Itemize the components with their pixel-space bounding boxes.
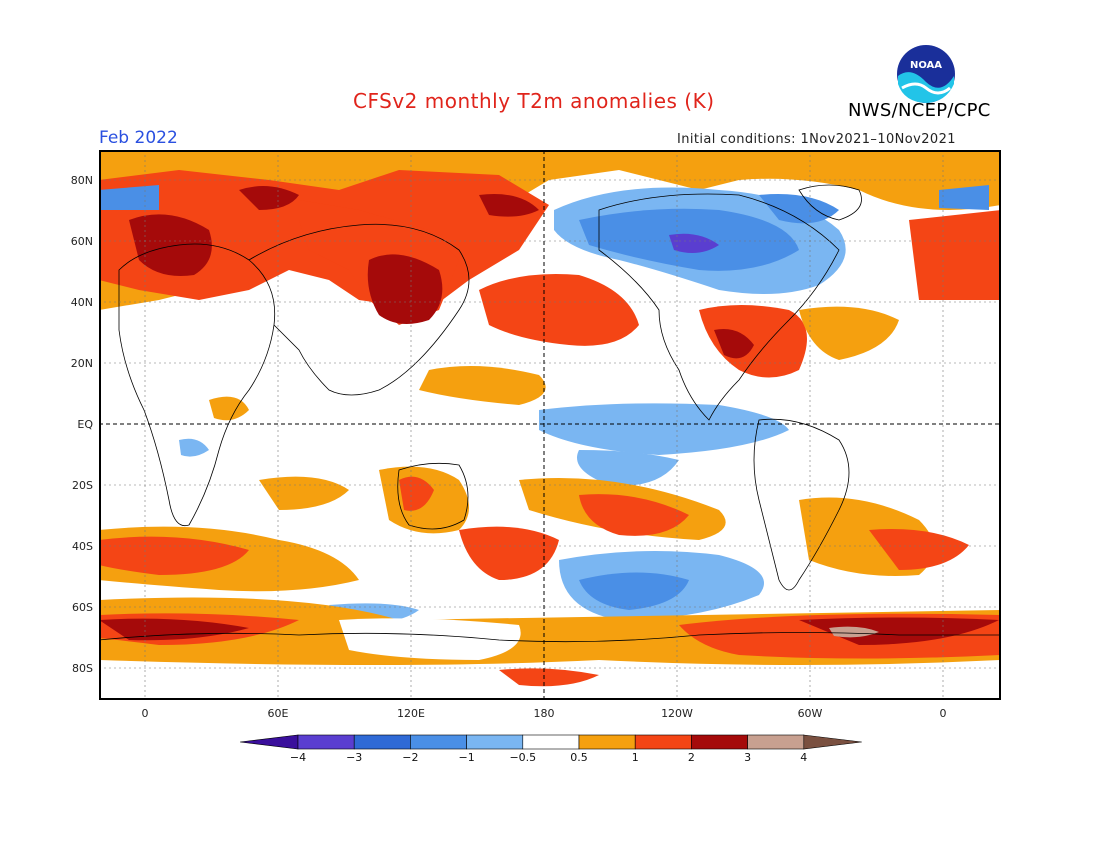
map-frame [99, 150, 1001, 700]
lon-label: 180 [533, 707, 555, 720]
logo-text: NOAA [910, 60, 942, 71]
colorbar-label: 4 [800, 751, 808, 764]
lat-label: 20S [72, 479, 93, 492]
colorbar-swatch [522, 734, 580, 750]
lon-label: 0 [141, 707, 149, 720]
lat-label: 40S [72, 540, 93, 553]
lat-label: 80N [70, 174, 93, 187]
colorbar-swatch [747, 734, 805, 750]
map-title: CFSv2 monthly T2m anomalies (K) [353, 89, 715, 113]
colorbar-label: 2 [687, 751, 695, 764]
noaa-logo: NOAA [897, 45, 955, 103]
lon-label: 0 [939, 707, 947, 720]
colorbar-swatch [410, 734, 467, 750]
lat-label: 20N [70, 357, 93, 370]
lat-label: 80S [72, 662, 93, 675]
colorbar-label: −0.5 [509, 751, 537, 764]
lat-label: 60S [72, 601, 93, 614]
colorbar [240, 734, 862, 750]
anomaly-field [100, 151, 1000, 699]
colorbar-swatch [691, 734, 748, 750]
colorbar-arrow-high [803, 734, 862, 750]
coastlines [100, 184, 1000, 643]
lat-label: 60N [70, 235, 93, 248]
colorbar-label: 0.5 [570, 751, 588, 764]
lon-label: 60E [267, 707, 289, 720]
colorbar-label: −1 [458, 751, 475, 764]
colorbar-label: −2 [402, 751, 419, 764]
colorbar-label: −3 [346, 751, 363, 764]
graticule [99, 150, 1001, 700]
colorbar-swatch [578, 734, 636, 750]
lon-label: 60W [797, 707, 823, 720]
map-panel [99, 150, 1001, 700]
colorbar-swatch [634, 734, 692, 750]
colorbar-arrow-low [240, 734, 299, 750]
colorbar-label: 3 [744, 751, 752, 764]
colorbar-swatch [466, 734, 524, 750]
colorbar-swatch [353, 734, 411, 750]
lon-label: 120E [397, 707, 425, 720]
initial-conditions-label: Initial conditions: 1Nov2021–10Nov2021 [677, 132, 956, 147]
equator-dateline [99, 150, 1001, 700]
agency-label: NWS/NCEP/CPC [848, 100, 991, 121]
lat-label: EQ [77, 418, 93, 431]
lat-label: 40N [70, 296, 93, 309]
colorbar-label: −4 [289, 751, 307, 764]
colorbar-swatch [297, 734, 355, 750]
lon-label: 120W [661, 707, 693, 720]
colorbar-label: 1 [631, 751, 639, 764]
valid-month-label: Feb 2022 [99, 128, 178, 148]
